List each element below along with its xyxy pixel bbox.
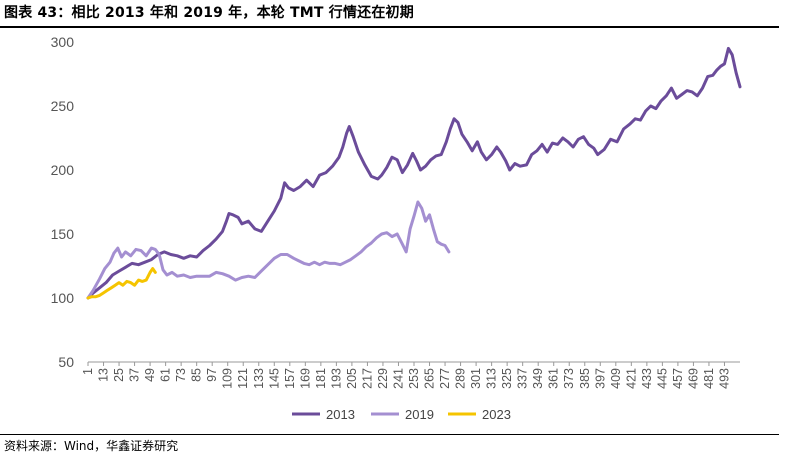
chart-legend: 2013 2019 2023 <box>292 407 511 422</box>
x-tick-label: 349 <box>531 368 545 389</box>
y-tick-label: 150 <box>51 226 75 242</box>
x-tick-label: 445 <box>655 368 669 389</box>
x-tick-label: 61 <box>159 368 173 382</box>
x-tick-label: 85 <box>190 368 204 382</box>
title-divider <box>0 26 779 28</box>
x-tick-label: 373 <box>562 368 576 389</box>
x-tick-label: 1 <box>81 368 95 375</box>
y-tick-label: 300 <box>51 34 75 50</box>
x-tick-label: 181 <box>314 368 328 389</box>
line-chart: 50 100 150 200 250 300 1 13 25 37 49 61 73 85 97 109 121… <box>51 34 742 422</box>
x-tick-label: 277 <box>438 368 452 389</box>
x-tick-label: 229 <box>376 368 390 389</box>
x-tick-label: 337 <box>516 368 530 389</box>
x-tick-label: 301 <box>469 368 483 389</box>
x-tick-label: 49 <box>143 368 157 382</box>
x-tick-label: 469 <box>686 368 700 389</box>
chart-series <box>86 46 742 300</box>
x-tick-label: 397 <box>593 368 607 389</box>
x-tick-label: 25 <box>112 368 126 382</box>
x-tick-label: 481 <box>702 368 716 389</box>
x-tick-label: 433 <box>640 368 654 389</box>
x-tick-label: 253 <box>407 368 421 389</box>
series-line-2019 <box>86 200 451 300</box>
x-tick-label: 217 <box>360 368 374 389</box>
source-note: 资料来源：Wind，华鑫证券研究 <box>4 439 179 453</box>
y-tick-label: 50 <box>58 354 74 370</box>
chart-axes: 50 100 150 200 250 300 1 13 25 37 49 61 73 85 97 109 121… <box>51 34 740 389</box>
x-tick-label: 193 <box>329 368 343 389</box>
x-tick-label: 13 <box>97 368 111 382</box>
y-tick-label: 200 <box>51 162 75 178</box>
series-line-2023 <box>86 267 157 300</box>
x-tick-label: 145 <box>267 368 281 389</box>
x-tick-label: 313 <box>485 368 499 389</box>
x-tick-label: 289 <box>454 368 468 389</box>
x-tick-label: 133 <box>252 368 266 389</box>
x-tick-label: 97 <box>205 368 219 382</box>
x-tick-label: 169 <box>298 368 312 389</box>
x-tick-label: 457 <box>671 368 685 389</box>
series-line-2013 <box>86 46 742 300</box>
x-tick-label: 157 <box>283 368 297 389</box>
x-tick-label: 241 <box>391 368 405 389</box>
legend-label-2019: 2019 <box>405 407 434 422</box>
x-tick-label: 265 <box>423 368 437 389</box>
x-tick-label: 37 <box>128 368 142 382</box>
chart-title: 图表 43：相比 2013 年和 2019 年，本轮 TMT 行情还在初期 <box>4 5 414 21</box>
y-tick-label: 100 <box>51 290 75 306</box>
x-tick-label: 325 <box>500 368 514 389</box>
x-tick-label: 421 <box>624 368 638 389</box>
source-divider <box>0 434 779 435</box>
x-tick-label: 73 <box>174 368 188 382</box>
x-tick-label: 409 <box>609 368 623 389</box>
y-tick-label: 250 <box>51 98 75 114</box>
x-tick-label: 493 <box>717 368 731 389</box>
x-tick-label: 205 <box>345 368 359 389</box>
legend-label-2013: 2013 <box>326 407 355 422</box>
x-tick-label: 361 <box>547 368 561 389</box>
x-tick-label: 109 <box>221 368 235 389</box>
x-tick-label: 121 <box>236 368 250 389</box>
x-tick-label: 385 <box>578 368 592 389</box>
legend-label-2023: 2023 <box>482 407 511 422</box>
